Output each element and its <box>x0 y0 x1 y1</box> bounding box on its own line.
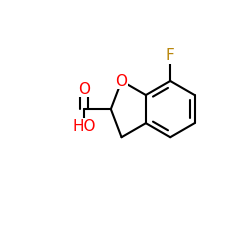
Text: O: O <box>116 74 128 88</box>
Text: F: F <box>166 48 174 63</box>
Text: HO: HO <box>72 119 96 134</box>
Text: O: O <box>78 82 90 96</box>
